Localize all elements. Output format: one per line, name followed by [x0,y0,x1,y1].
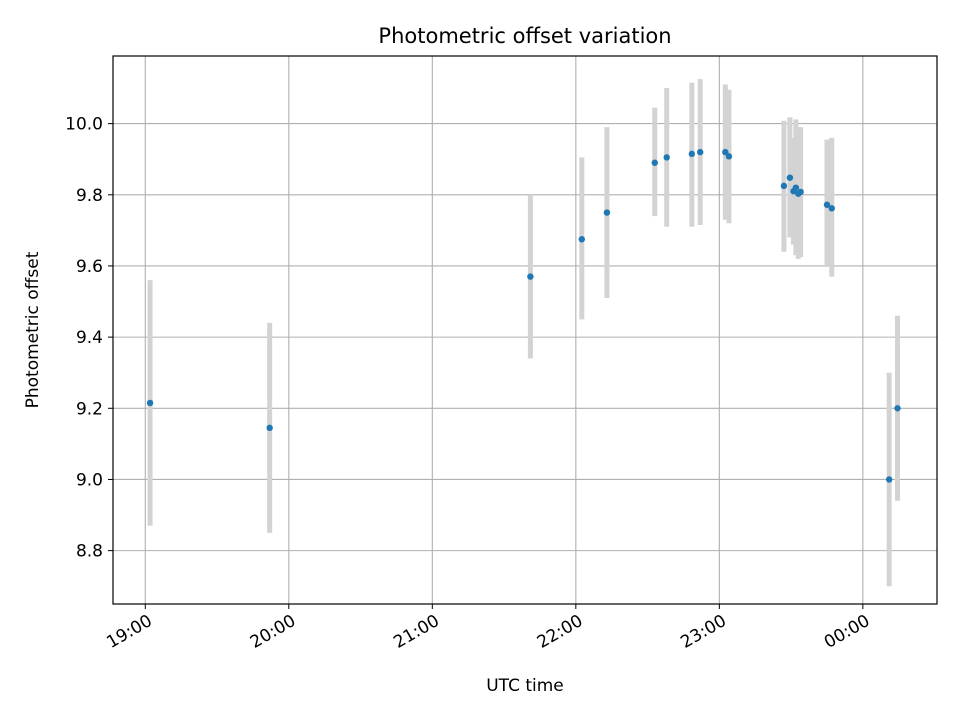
data-point [780,182,788,190]
y-tick-label: 9.2 [76,399,103,419]
data-points [146,148,901,483]
y-tick-label: 8.8 [76,542,103,562]
data-point [146,399,154,407]
data-point [688,150,696,158]
error-bars [147,79,901,587]
plot-frame [112,55,938,605]
y-axis-ticks: 8.8 9.0 9.2 9.4 9.6 9.8 10.0 [65,115,113,562]
data-point [663,154,670,161]
chart-title: Photometric offset variation [378,24,671,48]
data-point [823,201,831,208]
y-tick-label: 9.4 [76,328,103,348]
data-point [603,209,611,216]
grid-lines [113,56,937,604]
data-point [792,184,800,191]
data-point [527,273,534,280]
x-tick-label: 20:00 [247,611,299,653]
y-axis-label: Photometric offset [23,251,43,408]
data-point [786,174,794,181]
x-tick-label: 21:00 [390,611,442,653]
data-point [885,476,893,483]
data-point [797,188,804,196]
y-tick-label: 10.0 [65,115,103,135]
data-point [722,148,729,156]
x-axis-ticks: 19:00 20:00 21:00 22:00 23:00 00:00 [103,604,873,653]
x-tick-label: 00:00 [821,611,873,653]
x-tick-label: 19:00 [103,611,155,653]
data-point [725,153,733,160]
data-point [828,205,835,212]
data-point [697,148,704,156]
data-point [578,236,586,243]
y-tick-label: 9.0 [76,470,103,490]
x-tick-label: 22:00 [534,611,586,653]
y-tick-label: 9.6 [76,257,103,277]
x-tick-label: 23:00 [677,611,729,653]
y-tick-label: 9.8 [76,186,103,206]
data-point [651,159,658,166]
data-point [894,405,901,412]
data-point [266,424,273,432]
x-axis-label: UTC time [486,676,564,696]
